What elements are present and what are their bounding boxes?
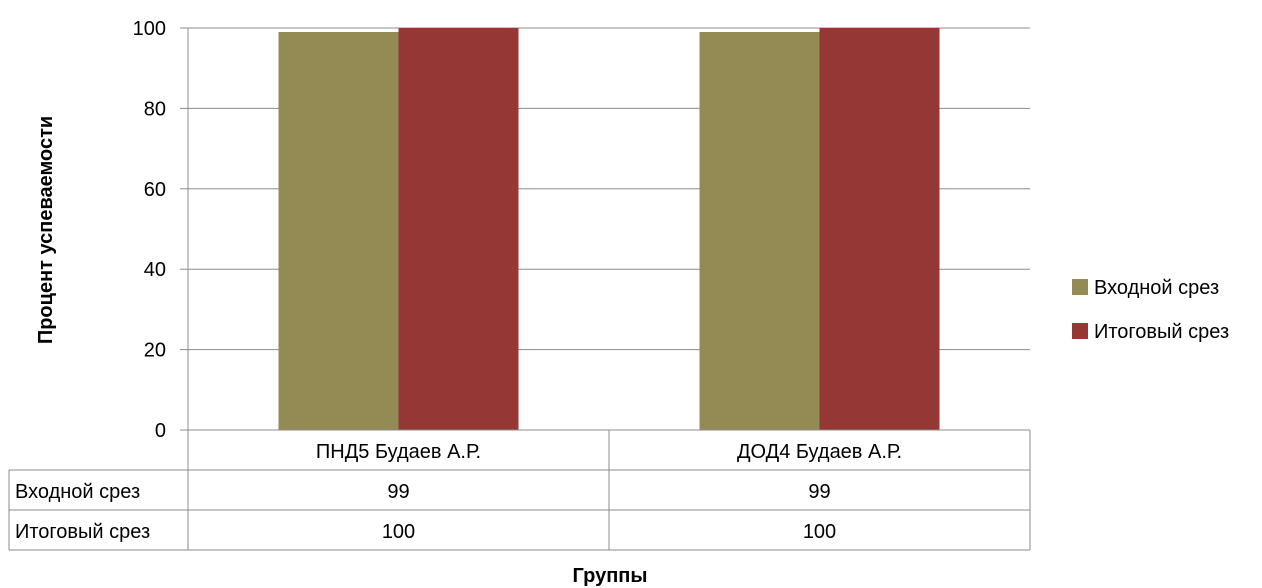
x-tick-label: ДОД4 Будаев А.Р. xyxy=(737,441,902,463)
y-tick-label: 0 xyxy=(155,420,166,442)
bar xyxy=(819,28,940,430)
data-table: ПНД5 Будаев А.Р. ДОД4 Будаев А.Р. Входной … xyxy=(8,429,1031,551)
y-axis-title: Процент успеваемости xyxy=(35,116,57,344)
table-value: 99 xyxy=(808,481,830,503)
table-value: 100 xyxy=(803,521,836,543)
y-tick-label: 100 xyxy=(133,18,166,40)
y-tick-label: 80 xyxy=(144,98,166,120)
bars xyxy=(278,28,940,431)
table-series-label: Итоговый срез xyxy=(15,521,150,543)
bar xyxy=(278,32,399,431)
table-value: 99 xyxy=(387,481,409,503)
legend: Входной срез Итоговый срез xyxy=(1072,277,1229,343)
legend-swatch xyxy=(1072,323,1088,339)
y-tick-labels: 0 20 40 60 80 100 xyxy=(133,18,166,442)
legend-label: Входной срез xyxy=(1094,277,1219,299)
table-value: 100 xyxy=(382,521,415,543)
y-tick-label: 20 xyxy=(144,340,166,362)
bar xyxy=(398,28,519,430)
y-tick-label: 40 xyxy=(144,259,166,281)
bar xyxy=(699,32,820,431)
table-series-label: Входной срез xyxy=(15,481,140,503)
y-tick-label: 60 xyxy=(144,179,166,201)
x-axis-title: Группы xyxy=(573,565,648,587)
x-tick-label: ПНД5 Будаев А.Р. xyxy=(316,441,481,463)
legend-swatch xyxy=(1072,279,1088,295)
legend-label: Итоговый срез xyxy=(1094,321,1229,343)
